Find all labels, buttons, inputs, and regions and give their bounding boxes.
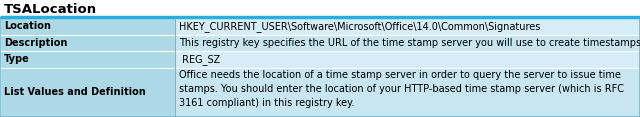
Bar — [0, 35, 175, 51]
Bar — [175, 35, 640, 51]
Bar — [0, 68, 175, 117]
Text: Location: Location — [4, 21, 51, 31]
Text: Description: Description — [4, 38, 67, 48]
Bar — [175, 51, 640, 68]
Bar — [175, 18, 640, 35]
Bar — [0, 18, 640, 117]
Text: Type: Type — [4, 54, 29, 64]
Bar — [0, 51, 175, 68]
Bar — [175, 68, 640, 117]
Bar — [0, 18, 175, 35]
Text: This registry key specifies the URL of the time stamp server you will use to cre: This registry key specifies the URL of t… — [179, 38, 640, 48]
Text: List Values and Definition: List Values and Definition — [4, 87, 146, 97]
Text: REG_SZ: REG_SZ — [179, 54, 221, 65]
Text: TSALocation: TSALocation — [4, 3, 97, 16]
Text: HKEY_CURRENT_USER\Software\Microsoft\Office\14.0\Common\Signatures: HKEY_CURRENT_USER\Software\Microsoft\Off… — [179, 21, 541, 32]
Text: Office needs the location of a time stamp server in order to query the server to: Office needs the location of a time stam… — [179, 71, 625, 108]
